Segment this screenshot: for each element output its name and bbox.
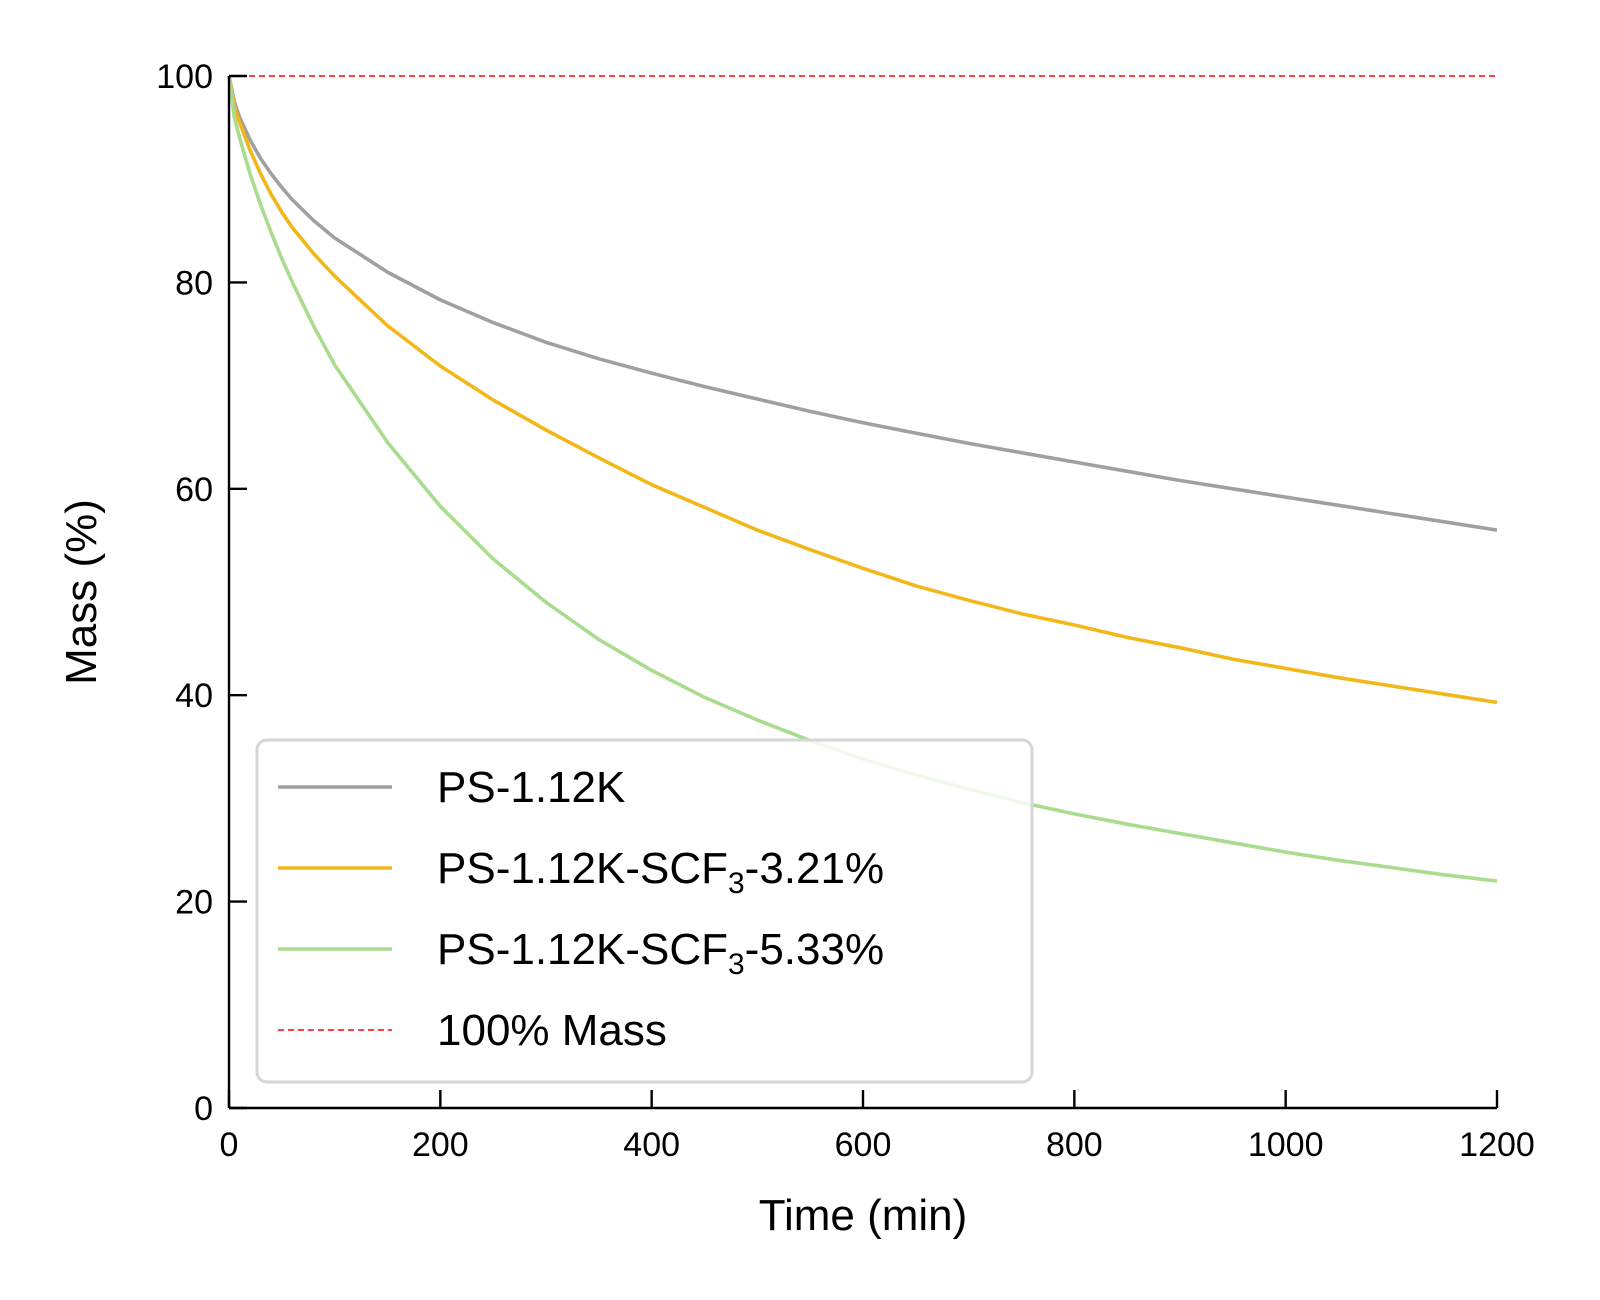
x-tick-label: 0 bbox=[220, 1126, 239, 1164]
legend: PS-1.12K PS-1.12K-SCF3-3.21% PS-1.12K-SCF3… bbox=[255, 738, 1034, 1084]
plot-series-group bbox=[227, 75, 1498, 883]
y-tick-label: 80 bbox=[175, 264, 213, 302]
y-tick-label: 100 bbox=[156, 58, 213, 96]
y-tick-label: 0 bbox=[194, 1090, 213, 1128]
y-tick-label: 40 bbox=[175, 677, 213, 715]
legend-label-3: 100% Mass bbox=[437, 1006, 667, 1055]
legend-label-0: PS-1.12K bbox=[437, 763, 625, 812]
x-tick-label: 1000 bbox=[1248, 1126, 1324, 1164]
x-tick-label: 800 bbox=[1046, 1126, 1103, 1164]
legend-box bbox=[255, 738, 1034, 1084]
legend-label-2: PS-1.12K-SCF3-5.33% bbox=[437, 925, 884, 981]
legend-label-1: PS-1.12K-SCF3-3.21% bbox=[437, 844, 884, 900]
y-tick-label: 60 bbox=[175, 471, 213, 509]
x-tick-label: 200 bbox=[412, 1126, 469, 1164]
series-line-0 bbox=[227, 75, 1498, 532]
x-tick-label: 400 bbox=[623, 1126, 680, 1164]
y-tick-label: 20 bbox=[175, 884, 213, 922]
x-axis-title: Time (min) bbox=[759, 1191, 968, 1240]
x-tick-label: 600 bbox=[835, 1126, 892, 1164]
series-line-2 bbox=[227, 75, 1498, 883]
y-axis-title: Mass (%) bbox=[57, 499, 106, 685]
series-line-1 bbox=[227, 75, 1498, 705]
axes-group: 0 200 400 600 800 1000 1200 0 20 40 60 80 100 bbox=[156, 58, 1535, 1164]
x-tick-label: 1200 bbox=[1459, 1126, 1535, 1164]
